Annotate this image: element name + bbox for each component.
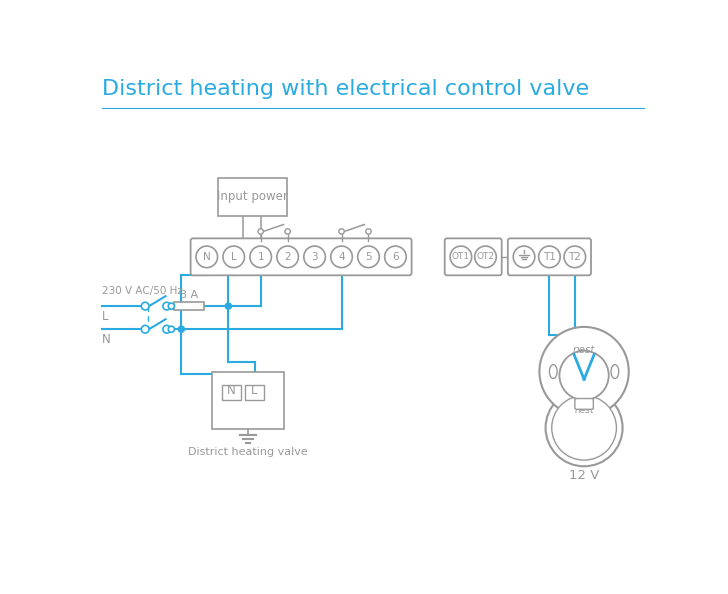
Text: nest: nest — [573, 345, 596, 355]
FancyBboxPatch shape — [245, 385, 264, 400]
Circle shape — [250, 246, 272, 268]
Text: 1: 1 — [258, 252, 264, 262]
Bar — [212, 372, 284, 429]
Text: 12 V: 12 V — [569, 469, 599, 482]
Text: District heating with electrical control valve: District heating with electrical control… — [102, 79, 589, 99]
Text: 2: 2 — [285, 252, 291, 262]
Circle shape — [258, 229, 264, 234]
Circle shape — [277, 246, 298, 268]
Text: L: L — [231, 252, 237, 262]
Circle shape — [339, 229, 344, 234]
Circle shape — [163, 326, 170, 333]
Text: T1: T1 — [543, 252, 556, 262]
Circle shape — [285, 229, 290, 234]
Circle shape — [545, 389, 622, 466]
Ellipse shape — [550, 365, 557, 378]
Text: N: N — [227, 384, 236, 397]
Circle shape — [331, 246, 352, 268]
Text: N: N — [203, 252, 210, 262]
Text: District heating valve: District heating valve — [188, 447, 308, 457]
Text: 6: 6 — [392, 252, 399, 262]
Text: OT1: OT1 — [452, 252, 470, 261]
Text: Input power: Input power — [217, 190, 288, 203]
Circle shape — [450, 246, 472, 268]
Text: nest: nest — [574, 406, 594, 415]
Circle shape — [178, 326, 184, 332]
Circle shape — [539, 246, 561, 268]
Circle shape — [168, 326, 175, 332]
Bar — [218, 178, 287, 216]
Text: N: N — [102, 333, 111, 346]
FancyBboxPatch shape — [508, 238, 591, 276]
Circle shape — [168, 303, 175, 309]
Ellipse shape — [611, 365, 619, 378]
Circle shape — [564, 246, 585, 268]
Circle shape — [357, 246, 379, 268]
FancyBboxPatch shape — [191, 238, 411, 276]
Circle shape — [141, 326, 149, 333]
Bar — [175, 302, 204, 310]
Circle shape — [225, 303, 232, 309]
Text: 5: 5 — [365, 252, 372, 262]
Text: T2: T2 — [569, 252, 581, 262]
FancyBboxPatch shape — [222, 385, 241, 400]
Circle shape — [559, 351, 609, 400]
Circle shape — [223, 246, 245, 268]
FancyBboxPatch shape — [575, 399, 593, 409]
Circle shape — [365, 229, 371, 234]
Circle shape — [141, 302, 149, 310]
Circle shape — [196, 246, 218, 268]
Circle shape — [304, 246, 325, 268]
Text: OT2: OT2 — [477, 252, 494, 261]
Text: 4: 4 — [339, 252, 345, 262]
Circle shape — [475, 246, 496, 268]
Text: L: L — [102, 309, 108, 323]
Text: 230 V AC/50 Hz: 230 V AC/50 Hz — [102, 286, 183, 296]
Circle shape — [384, 246, 406, 268]
FancyBboxPatch shape — [445, 238, 502, 276]
Circle shape — [552, 396, 617, 460]
Circle shape — [539, 327, 629, 416]
Text: L: L — [251, 384, 258, 397]
Circle shape — [163, 302, 170, 310]
Text: 3 A: 3 A — [180, 290, 198, 301]
Circle shape — [513, 246, 535, 268]
Text: 3: 3 — [312, 252, 318, 262]
